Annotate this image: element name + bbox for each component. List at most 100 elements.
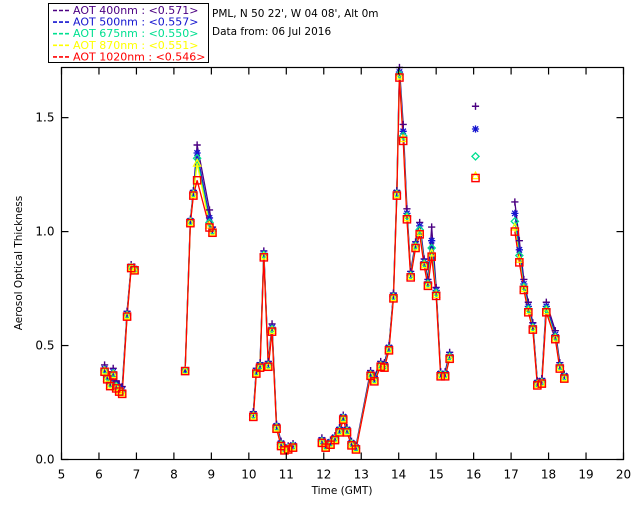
x-tick-label: 7 xyxy=(133,468,141,482)
triangle-marker xyxy=(248,411,259,420)
asterisk-marker xyxy=(193,149,201,157)
x-tick-label: 6 xyxy=(95,468,103,482)
asterisk-marker xyxy=(352,443,360,451)
square-marker xyxy=(524,307,533,317)
asterisk-marker xyxy=(399,127,407,135)
legend-border xyxy=(48,3,209,63)
series-legend[interactable]: AOT 400nm : <0.571>AOT 500nm : <0.557>AO… xyxy=(48,3,209,64)
square-marker xyxy=(402,214,412,224)
plus-marker xyxy=(471,102,480,110)
legend-label: AOT 400nm : <0.571> xyxy=(73,4,199,17)
x-tick-label: 10 xyxy=(241,468,256,482)
square-marker xyxy=(510,227,520,236)
square-marker xyxy=(431,291,441,301)
x-tick-label: 19 xyxy=(578,468,593,482)
diamond-marker xyxy=(431,288,441,298)
asterisk-marker xyxy=(205,214,214,222)
triangle-marker xyxy=(129,264,140,274)
triangle-marker xyxy=(369,375,380,385)
y-tick-label: 0.0 xyxy=(35,453,54,467)
x-tick-label: 12 xyxy=(316,468,331,482)
y-tick-label: 1.0 xyxy=(35,225,54,239)
square-marker xyxy=(326,440,335,449)
square-marker xyxy=(351,445,361,454)
triangle-marker xyxy=(541,305,552,315)
plus-marker xyxy=(193,141,201,149)
legend-label: AOT 675nm : <0.550> xyxy=(73,27,199,40)
square-marker xyxy=(406,273,415,282)
x-tick-label: 8 xyxy=(170,468,178,482)
triangle-marker xyxy=(444,352,455,362)
square-marker xyxy=(105,381,115,391)
square-marker xyxy=(519,285,529,295)
triangle-marker xyxy=(392,189,402,199)
square-marker xyxy=(122,312,132,321)
x-tick-label: 15 xyxy=(429,468,444,482)
asterisk-marker xyxy=(256,361,264,369)
asterisk-marker xyxy=(515,246,523,254)
diamond-marker xyxy=(519,282,529,292)
plus-marker xyxy=(511,198,519,206)
x-axis-title: Time (GMT) xyxy=(311,485,373,497)
square-marker xyxy=(436,372,445,381)
square-marker xyxy=(380,363,389,372)
square-marker xyxy=(533,381,542,390)
triangle-marker xyxy=(259,251,269,260)
triangle-marker xyxy=(188,189,199,199)
plus-marker xyxy=(205,206,214,214)
square-marker xyxy=(192,176,202,185)
x-tick-label: 17 xyxy=(503,468,518,482)
square-marker xyxy=(249,412,258,422)
triangle-marker xyxy=(122,310,132,320)
triangle-marker xyxy=(342,426,352,436)
diamond-marker xyxy=(192,153,202,163)
legend-label: AOT 500nm : <0.557> xyxy=(73,16,199,29)
square-marker xyxy=(555,364,565,373)
diamond-marker xyxy=(402,211,412,221)
legend-label: AOT 870nm : <0.551> xyxy=(73,39,199,52)
triangle-marker xyxy=(180,365,190,375)
square-marker xyxy=(186,218,195,228)
plus-marker xyxy=(428,223,436,231)
square-marker xyxy=(551,334,560,344)
diamond-marker xyxy=(398,131,408,141)
axes-frame-layer xyxy=(60,66,625,461)
x-tick-label: 18 xyxy=(541,468,556,482)
diamond-marker xyxy=(394,69,404,79)
triangle-marker xyxy=(384,344,394,354)
triangle-marker xyxy=(405,271,416,281)
square-marker xyxy=(255,363,265,372)
square-marker xyxy=(445,354,454,364)
y-axis-ticks: 0.0 0.5 1.0 1.5 xyxy=(35,111,624,467)
square-marker xyxy=(272,424,281,434)
data-series-layer xyxy=(99,63,570,455)
triangle-marker xyxy=(251,367,262,377)
triangle-marker xyxy=(108,369,118,379)
diamond-marker xyxy=(427,243,437,253)
plus-marker xyxy=(515,237,523,245)
y-tick-label: 0.5 xyxy=(35,339,54,353)
triangle-marker xyxy=(398,133,408,143)
x-axis-ticks: 5 6 7 8 9 10 11 12 13 14 15 16 17 18 19 20 xyxy=(58,67,631,482)
plot-frame xyxy=(60,66,625,461)
diamond-marker xyxy=(541,304,551,314)
triangle-marker xyxy=(435,370,446,380)
asterisk-marker xyxy=(289,441,297,449)
plus-marker xyxy=(399,120,407,129)
x-tick-label: 9 xyxy=(208,468,216,482)
square-marker xyxy=(427,252,436,261)
asterisk-marker xyxy=(471,125,480,133)
square-marker xyxy=(395,73,404,82)
square-marker xyxy=(528,325,538,334)
triangle-marker xyxy=(410,242,421,251)
asterisk-marker xyxy=(186,217,194,225)
diamond-marker xyxy=(510,216,520,226)
square-marker xyxy=(423,281,433,291)
asterisk-marker xyxy=(181,366,189,374)
x-tick-label: 14 xyxy=(391,468,406,482)
y-axis-title: Aerosol Optical Thickness xyxy=(13,196,25,330)
triangle-marker xyxy=(388,292,399,302)
triangle-marker xyxy=(267,325,277,335)
triangle-marker xyxy=(338,413,348,423)
